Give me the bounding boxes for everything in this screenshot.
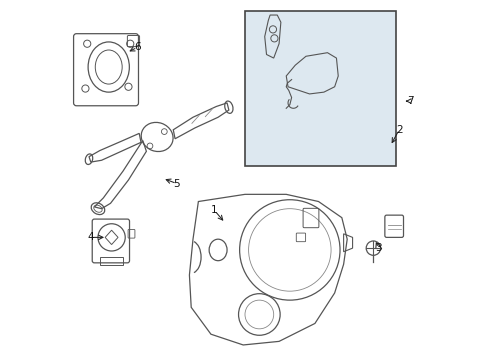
Text: 1: 1 [211, 206, 218, 216]
Bar [245, 12, 395, 166]
Text: 2: 2 [396, 125, 402, 135]
Text: 7: 7 [407, 96, 413, 106]
Text: 4: 4 [88, 232, 94, 242]
Text: 3: 3 [375, 243, 382, 253]
Text: 6: 6 [134, 42, 141, 52]
Text: 5: 5 [173, 179, 180, 189]
